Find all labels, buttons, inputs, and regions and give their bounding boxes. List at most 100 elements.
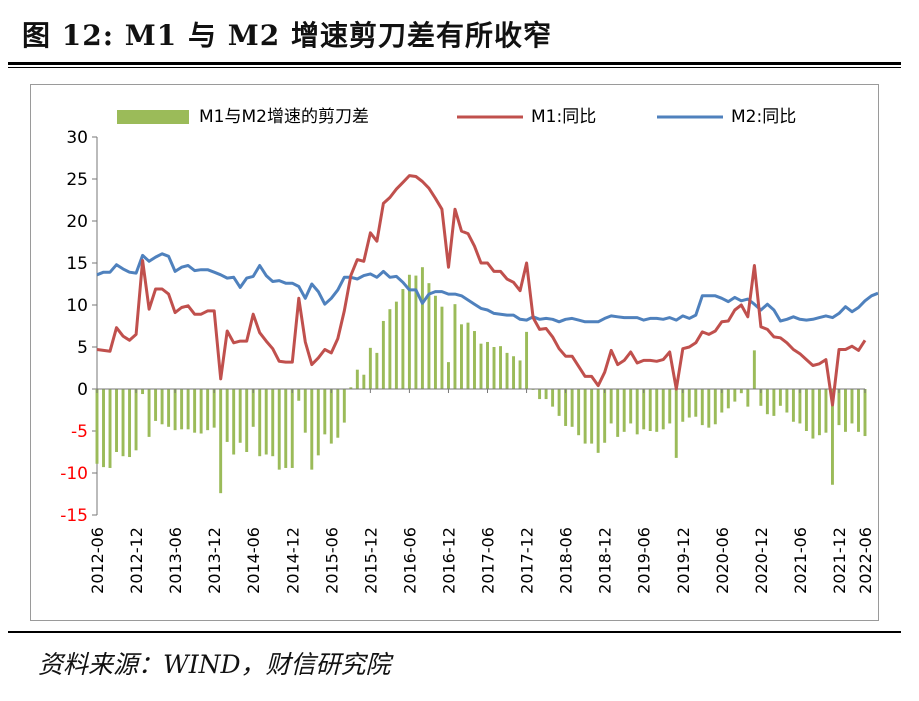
gap-bar [590, 389, 594, 444]
gap-bar [336, 389, 340, 438]
gap-bar [180, 389, 184, 430]
x-tick-label: 2013-12 [205, 527, 224, 594]
gap-bar [121, 389, 125, 457]
x-tick-label: 2012-06 [88, 527, 107, 594]
x-tick-label: 2022-06 [856, 527, 875, 594]
x-tick-label: 2012-12 [127, 527, 146, 594]
gap-bar [199, 389, 203, 434]
gap-bar [362, 374, 366, 389]
m1-series-line [96, 174, 867, 407]
gap-bar [303, 389, 307, 433]
chart-area: 30 25 20 15 10 5 0 -5 -10 -15 2012-06 2012-12 2013-0… [30, 84, 879, 621]
gap-bar [635, 389, 639, 435]
gap-bar [329, 389, 333, 444]
gap-bar [141, 389, 145, 395]
y-tick-label: -5 [71, 422, 88, 442]
y-tick-label: -15 [60, 506, 88, 526]
gap-bar [147, 389, 151, 437]
x-tick-label: 2020-12 [752, 527, 771, 594]
gap-bar [499, 346, 502, 389]
gap-bar [479, 343, 483, 389]
gap-bar [310, 389, 314, 470]
x-tick-label: 2017-12 [518, 527, 537, 594]
gap-bar [264, 389, 268, 455]
gap-bar [733, 389, 737, 402]
figure-title: 图 12: M1 与 M2 增速剪刀差有所收窄 [22, 19, 552, 52]
x-tick-label: 2019-12 [674, 527, 693, 594]
gap-bar [837, 389, 841, 426]
gap-bar [707, 389, 711, 428]
gap-bar [694, 389, 698, 417]
gap-bar [720, 389, 724, 413]
gap-bar [128, 389, 132, 458]
gap-bar [102, 389, 105, 468]
gap-bar [570, 389, 574, 427]
gap-bar [772, 389, 776, 416]
x-tick-label: 2013-06 [166, 527, 185, 594]
gap-bar [323, 389, 327, 435]
gap-bar [752, 350, 756, 389]
gap-bar [381, 320, 385, 389]
gap-bar [446, 362, 450, 389]
gap-bar [577, 389, 581, 436]
gap-bar [804, 389, 808, 431]
gap-bar [648, 389, 652, 431]
gap-bar [173, 389, 177, 431]
gap-bar [277, 389, 281, 470]
gap-bar [642, 389, 646, 430]
gap-bar [349, 387, 353, 389]
gap-bar [512, 356, 516, 389]
gap-bar [193, 389, 197, 433]
x-tick-label: 2019-06 [635, 527, 654, 594]
gap-bar [225, 389, 229, 442]
y-tick-label: -10 [60, 464, 88, 484]
gap-bar [538, 389, 542, 400]
gap-bar [622, 389, 626, 432]
gap-bar [544, 389, 548, 400]
gap-bar [609, 389, 613, 424]
gap-bar [713, 389, 717, 425]
gap-bar [765, 389, 769, 415]
gap-bar [629, 389, 633, 424]
gap-bar [212, 389, 216, 428]
y-tick-label: 30 [66, 128, 88, 148]
gap-bar [414, 275, 418, 389]
gap-bar [115, 389, 118, 452]
gap-bar [284, 389, 288, 468]
gap-bar [186, 389, 190, 430]
gap-bar [778, 389, 782, 406]
y-tick-label: 15 [66, 254, 88, 274]
gap-bar [245, 389, 249, 452]
x-tick-label: 2020-06 [713, 527, 732, 594]
gap-bar [850, 389, 854, 424]
gap-bar [167, 389, 171, 427]
gap-bar [427, 283, 431, 389]
gap-bar [388, 309, 392, 389]
x-tick-label: 2016-12 [439, 527, 458, 594]
legend-m2-label: M2:同比 [731, 107, 796, 127]
gap-bar [355, 369, 359, 389]
gap-bar [603, 389, 607, 443]
gap-bar [271, 389, 275, 457]
gap-bar [258, 389, 262, 457]
y-tick-label: 25 [66, 170, 88, 190]
title-rule-thin [8, 67, 901, 68]
gap-bar [368, 347, 372, 389]
gap-bar [232, 389, 236, 455]
gap-bar [407, 274, 411, 389]
gap-bar [290, 389, 294, 468]
gap-bar [108, 389, 112, 468]
gap-bar [791, 389, 795, 422]
gap-bar [466, 322, 470, 389]
gap-bar [583, 389, 587, 444]
x-tick-label: 2014-12 [283, 527, 302, 594]
gap-bar [95, 389, 99, 464]
gap-bar [661, 389, 665, 430]
gap-bar [785, 389, 789, 413]
gap-bar [401, 289, 405, 389]
gap-bar [811, 389, 815, 439]
gap-bar [154, 389, 158, 421]
gap-bar [525, 331, 529, 389]
gap-bar [824, 389, 828, 433]
gap-bar [674, 389, 678, 458]
